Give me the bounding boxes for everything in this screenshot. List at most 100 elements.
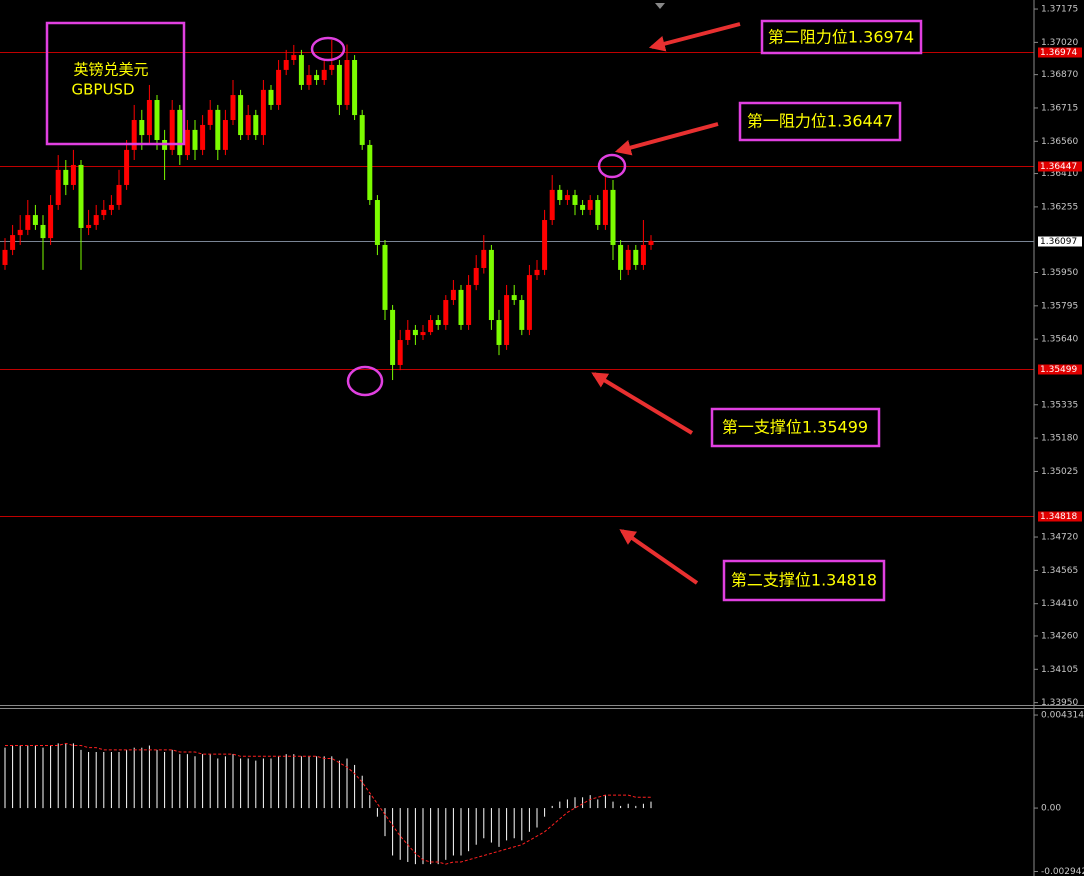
candle-body bbox=[374, 200, 380, 245]
candle-body bbox=[519, 300, 525, 330]
candle-body bbox=[215, 109, 221, 150]
candle-body bbox=[124, 149, 130, 185]
candle-body bbox=[260, 89, 266, 136]
y-tick-label: 1.36255 bbox=[1041, 202, 1078, 212]
y-tick-label: 1.35335 bbox=[1041, 400, 1078, 410]
candle-body bbox=[610, 189, 616, 245]
y-tick-label: 1.35795 bbox=[1041, 301, 1078, 311]
level-label-box bbox=[1038, 364, 1082, 375]
scroll-marker bbox=[655, 3, 665, 9]
candle-body bbox=[640, 244, 646, 265]
candle-body bbox=[534, 269, 540, 276]
candle-body bbox=[625, 249, 631, 270]
y-tick-label: 1.35640 bbox=[1041, 335, 1078, 345]
candle-body bbox=[420, 332, 426, 336]
candle-body bbox=[504, 295, 510, 345]
candle-body bbox=[481, 249, 487, 268]
candle-body bbox=[25, 215, 31, 230]
candle-body bbox=[618, 244, 624, 270]
candle-body bbox=[238, 95, 244, 136]
candle-body bbox=[17, 229, 23, 236]
candle-body bbox=[276, 69, 282, 105]
title-box bbox=[45, 21, 186, 146]
candle-body bbox=[488, 249, 494, 321]
candle-body bbox=[253, 115, 259, 136]
candle-body bbox=[344, 60, 350, 105]
candle-body bbox=[101, 209, 107, 216]
candle-body bbox=[55, 169, 61, 205]
level-label: 1.35499 bbox=[1040, 365, 1077, 375]
candle-body bbox=[458, 289, 464, 325]
candle-body bbox=[633, 249, 639, 265]
y-tick-label: 1.36870 bbox=[1041, 70, 1078, 80]
arrow bbox=[614, 122, 719, 156]
candle-body bbox=[116, 184, 122, 205]
y-tick-label: 0.004314 bbox=[1041, 711, 1084, 721]
candle-body bbox=[405, 329, 411, 341]
candle-body bbox=[108, 204, 114, 210]
signal-line bbox=[5, 742, 651, 865]
annotation-box bbox=[710, 407, 881, 448]
candle-body bbox=[382, 244, 388, 310]
candle-body bbox=[412, 329, 418, 336]
candle-body bbox=[321, 69, 327, 81]
chart-title: 英镑兑美元 bbox=[73, 61, 148, 79]
candle-body bbox=[359, 115, 365, 145]
candle-body bbox=[602, 189, 608, 225]
level-label-box bbox=[1038, 161, 1082, 172]
annotation: 第一阻力位1.36447 bbox=[747, 112, 893, 131]
candle-body bbox=[200, 124, 206, 150]
candle-body bbox=[580, 204, 586, 210]
candle-body bbox=[245, 115, 251, 136]
candle-body bbox=[222, 120, 228, 150]
candle-body bbox=[86, 224, 92, 228]
y-tick-label: 1.36560 bbox=[1041, 137, 1078, 147]
highlight-circle bbox=[310, 36, 346, 62]
candle-body bbox=[352, 60, 358, 116]
candle-body bbox=[268, 89, 274, 105]
candle-body bbox=[557, 189, 563, 201]
candle-body bbox=[230, 95, 236, 121]
candle-body bbox=[10, 235, 16, 250]
annotation: 第二阻力位1.36974 bbox=[768, 28, 914, 47]
candle-body bbox=[473, 267, 479, 285]
candle-body bbox=[283, 60, 289, 70]
level-label: 1.36447 bbox=[1040, 162, 1077, 172]
y-tick-label: -0.002942 bbox=[1041, 867, 1084, 876]
candle-body bbox=[564, 195, 570, 201]
candle-body bbox=[390, 309, 396, 365]
candle-body bbox=[93, 215, 99, 225]
annotation: 第一支撑位1.35499 bbox=[722, 418, 868, 437]
candle-body bbox=[207, 109, 213, 125]
y-tick-label: 1.34105 bbox=[1041, 665, 1078, 675]
level-label-box bbox=[1038, 47, 1082, 58]
level-label: 1.36974 bbox=[1040, 48, 1077, 58]
candle-body bbox=[78, 164, 84, 228]
candle-body bbox=[63, 169, 69, 185]
candle-body bbox=[154, 100, 160, 141]
level-label-box bbox=[1038, 511, 1082, 522]
arrow bbox=[619, 529, 699, 585]
candle-body bbox=[397, 340, 403, 365]
highlight-circle bbox=[597, 153, 627, 179]
y-tick-label: 1.35950 bbox=[1041, 268, 1078, 278]
candle-body bbox=[40, 224, 46, 239]
y-tick-label: 1.34565 bbox=[1041, 566, 1078, 576]
candle-body bbox=[131, 120, 137, 150]
y-tick-label: 1.37020 bbox=[1041, 38, 1078, 48]
y-tick-label: 1.35180 bbox=[1041, 434, 1078, 444]
candle-body bbox=[139, 120, 145, 136]
candle-body bbox=[177, 109, 183, 156]
arrow bbox=[648, 22, 741, 52]
marks bbox=[2, 40, 654, 865]
candle-body bbox=[443, 300, 449, 325]
candle-body bbox=[184, 129, 190, 156]
candle-body bbox=[329, 64, 335, 70]
candle-body bbox=[496, 320, 502, 345]
candle-body bbox=[314, 75, 320, 81]
candle-body bbox=[435, 320, 441, 325]
candle-body bbox=[32, 215, 38, 225]
arrow bbox=[591, 372, 694, 435]
candle-body bbox=[367, 144, 373, 201]
